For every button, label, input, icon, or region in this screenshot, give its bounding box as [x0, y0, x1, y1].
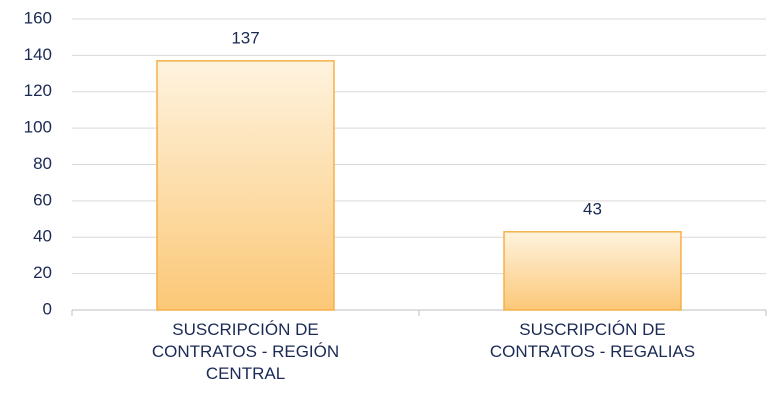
- y-tick-label: 80: [33, 154, 52, 173]
- x-tick-label: SUSCRIPCIÓN DE CONTRATOS - REGALIAS: [489, 320, 696, 361]
- y-tick-label: 100: [24, 118, 52, 137]
- y-tick-label: 20: [33, 263, 52, 282]
- y-tick-label: 120: [24, 81, 52, 100]
- x-tick-label: SUSCRIPCIÓN DE CONTRATOS - REGIÓN CENTRA…: [151, 320, 340, 383]
- y-tick-label: 40: [33, 227, 52, 246]
- y-tick-label: 140: [24, 45, 52, 64]
- bar: [156, 60, 335, 311]
- y-tick-label: 60: [33, 190, 52, 209]
- value-label: 137: [231, 28, 259, 47]
- bar: [503, 231, 682, 311]
- value-label: 43: [583, 199, 602, 218]
- y-tick-label: 160: [24, 8, 52, 27]
- y-tick-label: 0: [43, 299, 52, 318]
